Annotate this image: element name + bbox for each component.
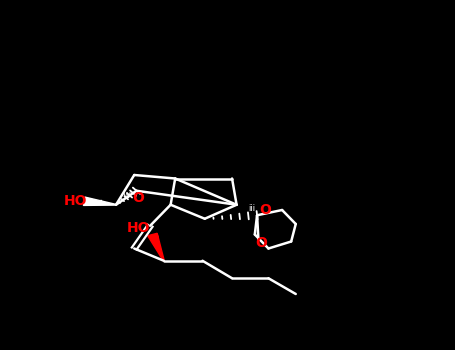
Text: HO: HO [63, 194, 87, 208]
Polygon shape [83, 197, 116, 205]
Text: ·: · [98, 194, 105, 212]
Text: iii: iii [248, 204, 255, 214]
Text: O: O [132, 191, 144, 205]
Text: O: O [259, 203, 271, 217]
Text: w: w [122, 190, 131, 200]
Polygon shape [148, 233, 164, 261]
Text: O: O [255, 236, 267, 250]
Text: HO: HO [127, 220, 151, 234]
